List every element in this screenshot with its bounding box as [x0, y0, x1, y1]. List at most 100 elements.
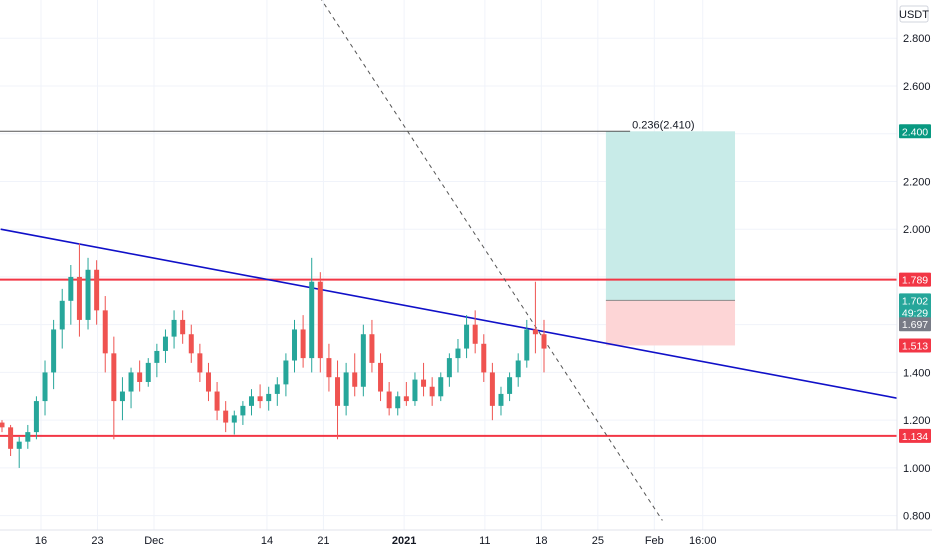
currency-selector[interactable]: USDT — [899, 5, 929, 23]
candle-body — [421, 379, 427, 387]
candle — [8, 424, 14, 456]
candle-body — [498, 393, 504, 406]
candle — [352, 353, 358, 397]
candle — [507, 372, 513, 402]
candle-body — [507, 377, 513, 394]
live-price-badge: 1.697 — [899, 317, 931, 332]
live-price-badge-bg — [899, 305, 931, 320]
position-tool[interactable] — [605, 131, 736, 346]
candle-body — [0, 422, 5, 428]
support-price-badge-bg — [899, 428, 931, 443]
candle-body — [240, 405, 246, 416]
candle — [438, 372, 444, 402]
live-price-badge-bg — [899, 317, 931, 332]
candle-body — [76, 276, 82, 320]
candle-body — [68, 276, 74, 301]
candle-body — [266, 393, 272, 402]
candle-body — [472, 324, 478, 344]
candle — [292, 319, 298, 373]
candle-body — [515, 360, 521, 378]
candle-body — [455, 348, 461, 359]
candle — [171, 310, 177, 349]
candle — [76, 243, 82, 337]
time-tick-label: 16 — [35, 535, 47, 547]
resistance-price-badge: 1.789 — [899, 272, 931, 287]
candle-body — [532, 329, 538, 335]
candle — [223, 401, 229, 433]
currency-label: USDT — [899, 9, 929, 21]
time-tick-label: 25 — [592, 535, 604, 547]
price-axis-background[interactable] — [897, 0, 932, 530]
time-axis-background[interactable] — [0, 530, 932, 550]
support-price-badge: 1.134 — [899, 428, 931, 443]
candle-body — [317, 281, 323, 359]
candle — [111, 336, 117, 440]
candle-body — [300, 329, 306, 359]
candle — [33, 396, 39, 440]
candle-body — [352, 372, 358, 387]
candle — [481, 334, 487, 382]
candle — [68, 265, 74, 325]
candle — [231, 410, 237, 435]
fib-price-badge-bg — [899, 124, 931, 139]
live-price-badge-text: 1.702 — [902, 295, 928, 307]
price-tick-label: 1.000 — [903, 463, 931, 475]
time-tick-label: 23 — [91, 535, 103, 547]
candle — [455, 339, 461, 373]
candle — [335, 360, 341, 440]
candle-body — [248, 396, 254, 406]
time-tick-label: Feb — [645, 535, 664, 547]
candle — [205, 362, 211, 402]
candle — [429, 377, 435, 406]
candle — [197, 343, 203, 382]
candle-body — [59, 300, 65, 330]
candle-body — [8, 427, 14, 449]
time-tick-label: 14 — [261, 535, 273, 547]
candle — [274, 377, 280, 406]
candle — [532, 281, 538, 354]
candle — [137, 360, 143, 392]
candle-body — [446, 358, 452, 378]
candle-body — [343, 372, 349, 406]
candle-body — [188, 334, 194, 354]
price-tick-label: 1.200 — [903, 415, 931, 427]
candle-body — [94, 269, 100, 311]
candle-body — [541, 334, 547, 349]
candle-body — [309, 281, 315, 359]
resistance-price-badge-bg — [899, 272, 931, 287]
fib-price-badge-text: 2.400 — [902, 126, 928, 138]
candle-body — [464, 324, 470, 349]
live-price-badge: 1.702 — [899, 293, 931, 308]
candle-body — [25, 432, 31, 442]
candle-body — [283, 360, 289, 385]
candle-body — [128, 372, 134, 392]
candle — [309, 257, 315, 373]
candle-body — [85, 269, 91, 320]
descending-trendline — [0, 228, 913, 402]
candle-body — [386, 391, 392, 409]
candle — [446, 353, 452, 387]
candle-body — [292, 329, 298, 361]
candle — [102, 296, 108, 373]
candle — [16, 436, 22, 468]
time-tick-label: 16:00 — [689, 535, 717, 547]
candle — [248, 389, 254, 416]
candle — [464, 315, 470, 359]
stop-price-badge-text: 1.513 — [902, 340, 928, 352]
candle-body — [274, 384, 280, 394]
candle — [541, 319, 547, 373]
candle — [25, 424, 31, 449]
candle — [42, 360, 48, 416]
dashed-trendline — [321, 0, 663, 521]
candle — [498, 386, 504, 416]
candle-body — [395, 396, 401, 409]
candle-body — [145, 362, 151, 382]
candle — [489, 362, 495, 421]
candle-body — [489, 372, 495, 406]
candle — [145, 358, 151, 387]
time-tick-label: 18 — [535, 535, 547, 547]
live-price-badge-text: 49:29 — [902, 307, 928, 319]
candle-body — [223, 410, 229, 423]
